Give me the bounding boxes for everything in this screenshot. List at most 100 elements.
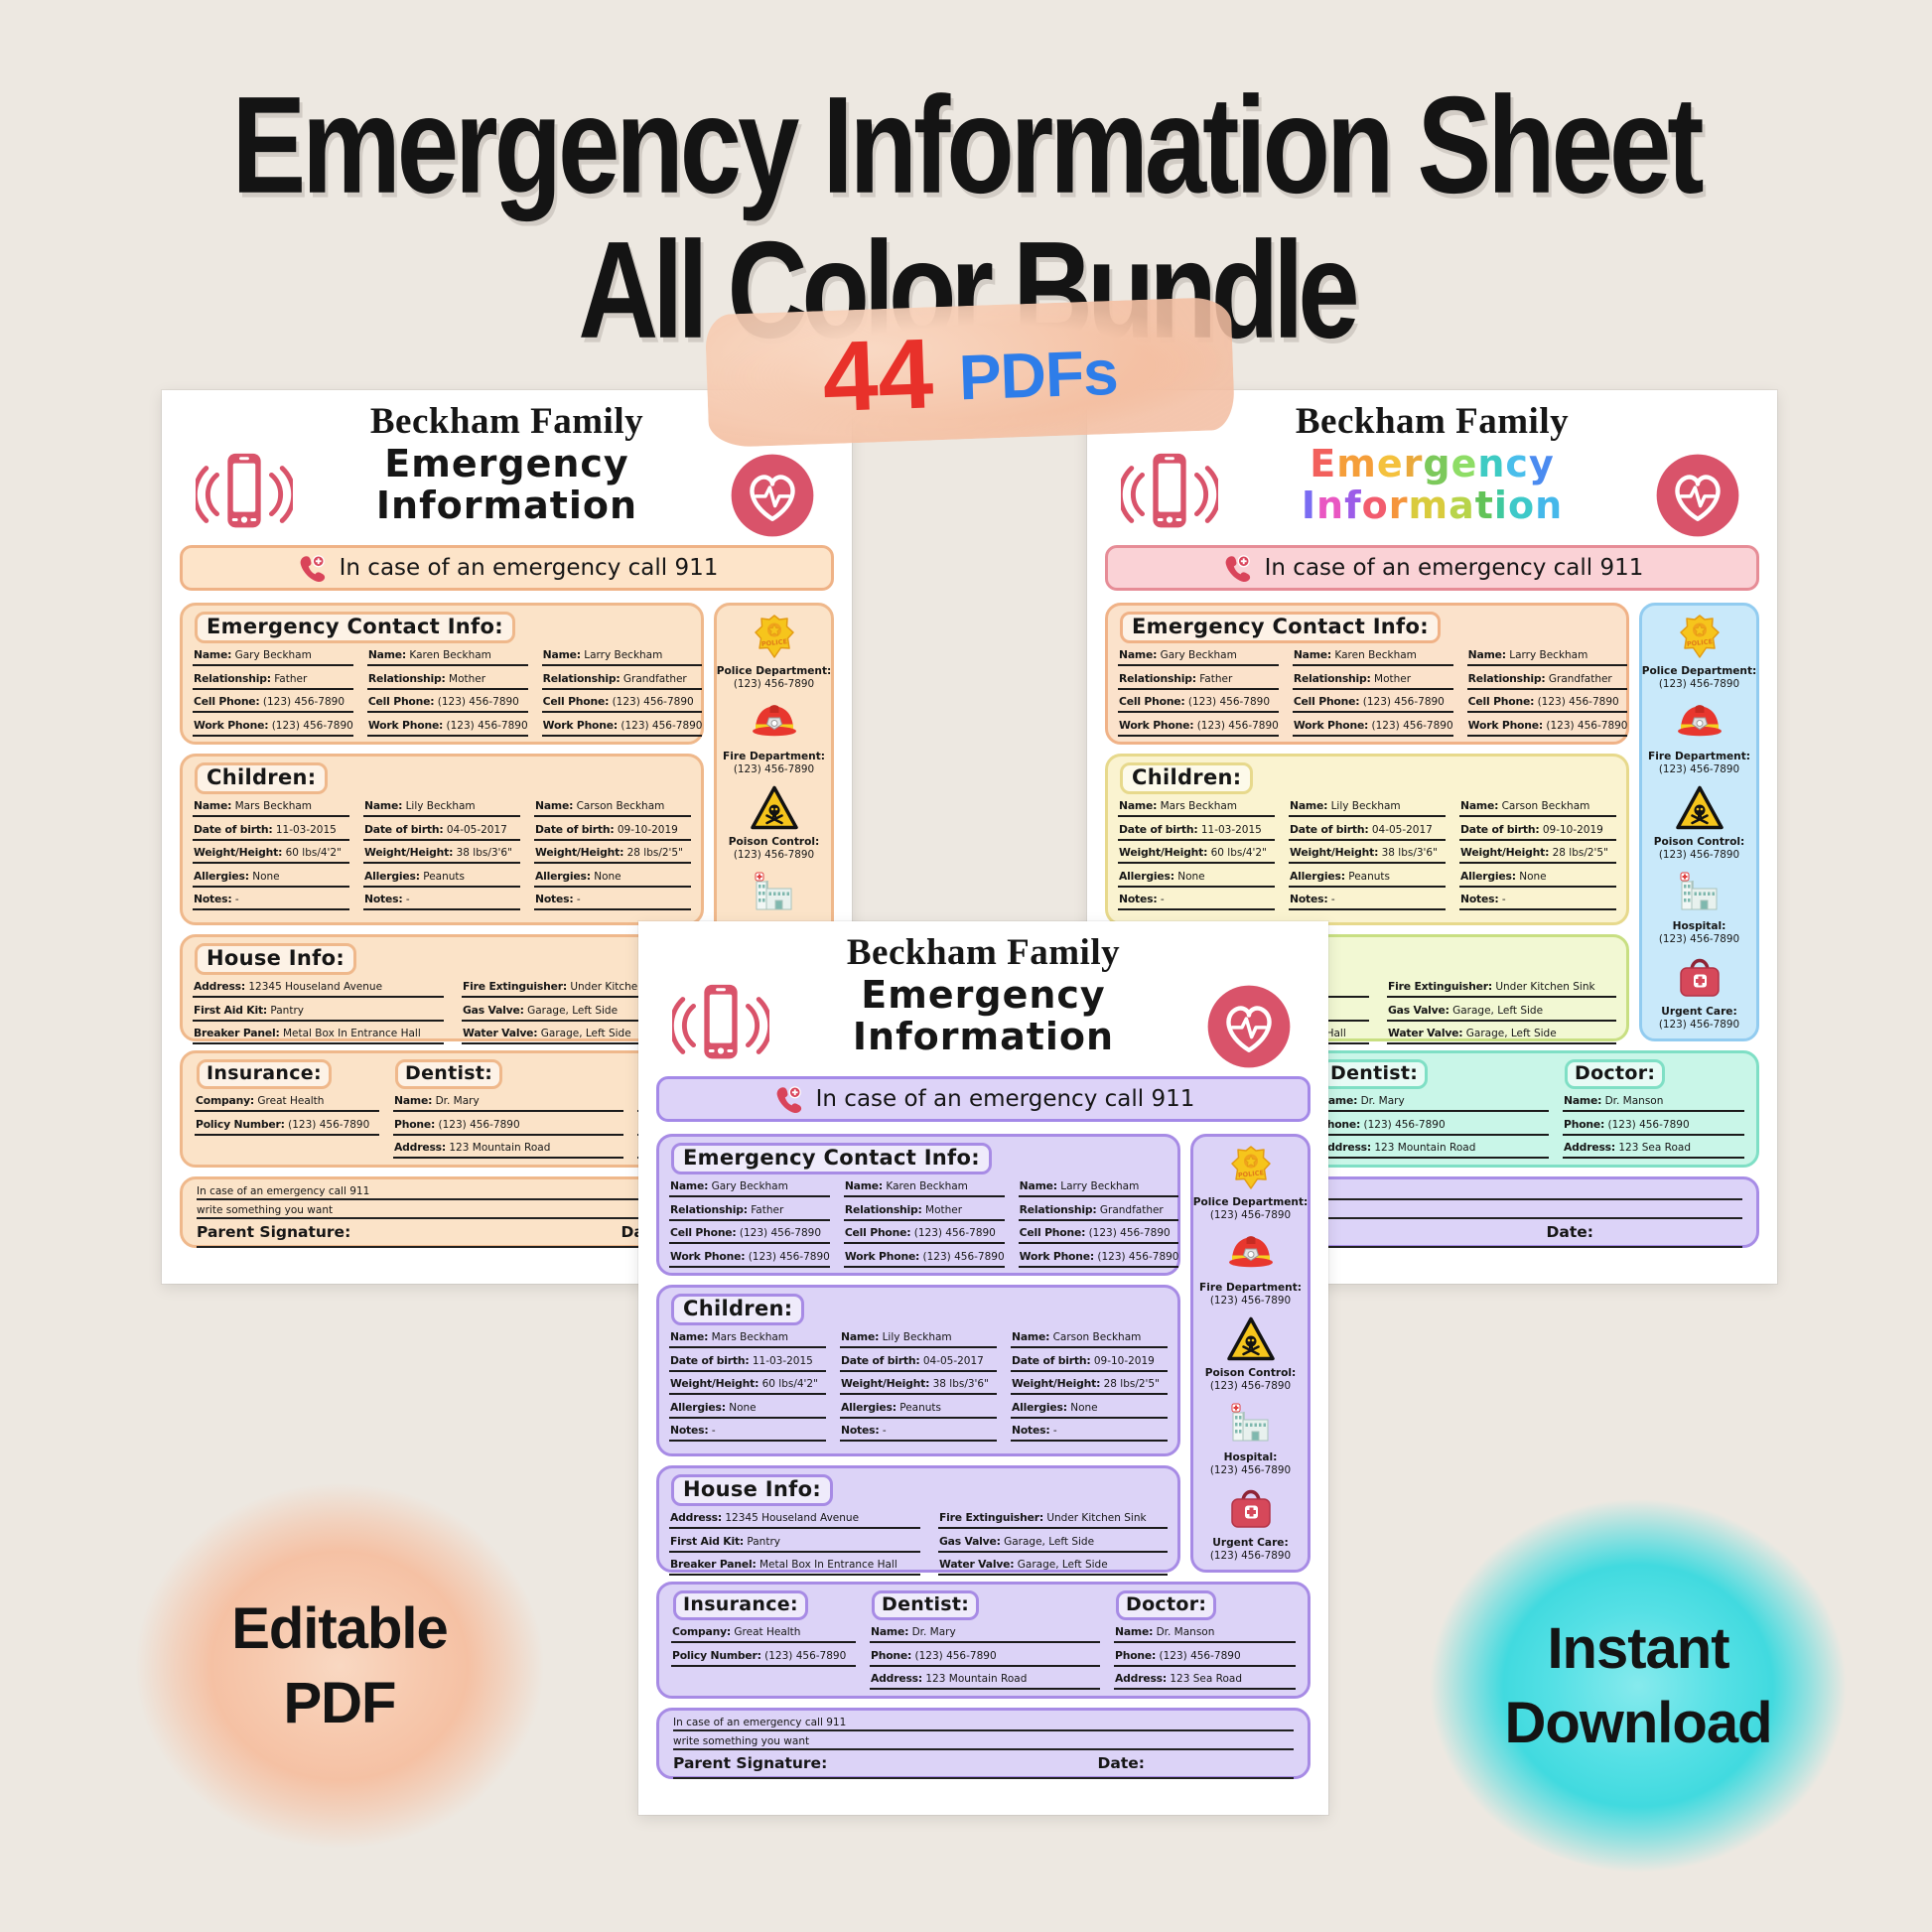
field-label: Date of birth: [1012,1353,1091,1367]
signature-note-line: In case of an emergency call 911 [197,1185,817,1200]
sidebar-fire-item: Fire Department: (123) 456-7890 [723,699,825,775]
field-label: Water Valve: [939,1558,1015,1571]
svg-text:POLICE: POLICE [760,637,787,648]
house-column: Address: 12345 Houseland Avenue First Aid… [193,980,444,1050]
field-value: Peanuts [899,1401,941,1414]
field-label: Phone: [1115,1648,1157,1662]
field-label: Cell Phone: [194,695,260,708]
field-label: Date of birth: [535,822,615,836]
field-value: Lily Beckham [405,800,476,812]
field-row: Notes: - [669,1424,826,1442]
field-value: Karen Beckham [886,1180,968,1192]
field-value: Dr. Mary [1360,1095,1405,1107]
field-row: Date of birth: 04-05-2017 [363,823,520,841]
field-row: Name: Dr. Manson [1563,1094,1744,1112]
field-value: (123) 456-7890 [1097,1250,1179,1263]
field-value: - [1501,894,1506,905]
sidebar-item-phone: (123) 456-7890 [1658,933,1740,946]
field-row: Cell Phone: (123) 456-7890 [1118,695,1279,713]
field-value: 60 lbs/4'2" [1210,847,1267,859]
sidebar-item-phone: (123) 456-7890 [1658,762,1740,775]
field-row: Name: Mars Beckham [1118,799,1275,817]
contact-column: Name: Karen Beckham Relationship: Mother C… [843,1179,1005,1273]
field-label: Cell Phone: [1293,695,1360,708]
field-label: Work Phone: [844,1249,920,1263]
sidebar-item-phone: (123) 456-7890 [1209,1550,1292,1562]
field-row: Relationship: Father [1118,672,1279,690]
field-value: 123 Mountain Road [925,1673,1028,1685]
field-label: Date of birth: [1119,822,1198,836]
sidebar-item-label: Fire Department: [1647,750,1751,762]
field-value: - [234,894,239,905]
field-row: Relationship: Mother [366,671,528,690]
field-row: Work Phone: (123) 456-7890 [669,1250,830,1268]
field-label: Notes: [841,1424,880,1437]
field-label: Allergies: [1119,869,1174,883]
field-row: Name: Karen Beckham [1292,648,1453,666]
field-row: Relationship: Grandfather [541,672,703,690]
field-row: Policy Number: (123) 456-7890 [671,1649,856,1667]
field-value: (123) 456-7890 [1371,719,1453,732]
field-row: Weight/Height: 60 lbs/4'2" [193,846,349,864]
field-label: Breaker Panel: [194,1027,280,1039]
field-label: Date of birth: [841,1353,920,1367]
field-label: Allergies: [1012,1400,1067,1414]
child-column: Name: Carson Beckham Date of birth: 09-10… [1011,1330,1168,1448]
field-label: Name: [1460,799,1499,812]
field-row: Relationship: Mother [843,1203,1005,1221]
field-row: Weight/Height: 28 lbs/2'5" [534,846,691,864]
field-label: Weight/Height: [1119,846,1208,859]
field-label: Name: [1467,648,1506,661]
providers-section: Insurance: Company: Great Health Policy N… [656,1582,1311,1699]
field-value: Garage, Left Side [1017,1559,1108,1571]
call-911-banner: In case of an emergency call 911 [1105,545,1759,591]
poison-skull-icon [750,785,798,829]
children-grid: Name: Mars Beckham Date of birth: 11-03-2… [669,1330,1168,1448]
field-value: Father [751,1203,784,1216]
field-value: (123) 456-7890 [1537,696,1619,708]
field-label: Allergies: [194,869,249,883]
field-label: Name: [871,1625,909,1638]
sidebar-police-item: POLICE Police Department: (123) 456-7890 [1193,1145,1308,1221]
field-value: Mother [449,672,486,685]
field-row: Allergies: Peanuts [840,1401,997,1419]
field-value: Garage, Left Side [527,1004,619,1017]
field-label: Notes: [364,893,403,905]
fire-helmet-icon [1677,704,1722,736]
field-label: Gas Valve: [939,1534,1001,1548]
child-column: Name: Carson Beckham Date of birth: 09-10… [1459,799,1616,916]
field-label: Relationship: [367,671,446,685]
field-label: Policy Number: [672,1648,761,1662]
field-row: Name: Gary Beckham [1118,648,1279,666]
house-grid: Address: 12345 Houseland Avenue First Aid… [669,1511,1168,1582]
field-row: Phone: (123) 456-7890 [1114,1649,1296,1667]
field-value: Gary Beckham [1160,649,1237,661]
field-row: Cell Phone: (123) 456-7890 [843,1226,1005,1244]
field-row: Breaker Panel: Metal Box In Entrance Hal… [669,1558,920,1576]
editable-pdf-text: Editable PDF [231,1591,449,1741]
first-aid-kit-icon [1230,1489,1271,1528]
heartbeat-icon [1207,985,1291,1068]
insurance-rows: Company: Great Health Policy Number: (123… [195,1094,379,1136]
pdf-count: 44 [820,318,935,434]
field-value: 38 lbs/3'6" [932,1378,989,1390]
sheet-title-word1: Emergency [1310,442,1555,485]
field-row: Notes: - [193,893,349,910]
field-value: Garage, Left Side [1465,1028,1557,1039]
insurance-rows: Company: Great Health Policy Number: (123… [671,1625,856,1667]
contact-column: Name: Karen Beckham Relationship: Mother C… [1292,648,1453,742]
house-info-section: House Info: Address: 12345 Houseland Ave… [656,1465,1180,1576]
sidebar-fire-item: Fire Department: (123) 456-7890 [1199,1230,1302,1307]
field-label: Breaker Panel: [670,1558,757,1571]
field-row: Notes: - [1459,893,1616,910]
child-column: Name: Mars Beckham Date of birth: 11-03-2… [1118,799,1275,916]
family-name: Beckham Family [369,401,644,442]
police-badge-icon: POLICE [1679,615,1720,658]
field-row: Cell Phone: (123) 456-7890 [669,1226,830,1244]
field-label: Name: [194,648,232,661]
field-value: Larry Beckham [1060,1180,1140,1192]
field-row: Cell Phone: (123) 456-7890 [1018,1226,1179,1244]
field-row: Gas Valve: Garage, Left Side [462,1004,691,1022]
sidebar-item-phone: (123) 456-7890 [1209,1294,1292,1307]
field-value: (123) 456-7890 [1607,1118,1690,1131]
